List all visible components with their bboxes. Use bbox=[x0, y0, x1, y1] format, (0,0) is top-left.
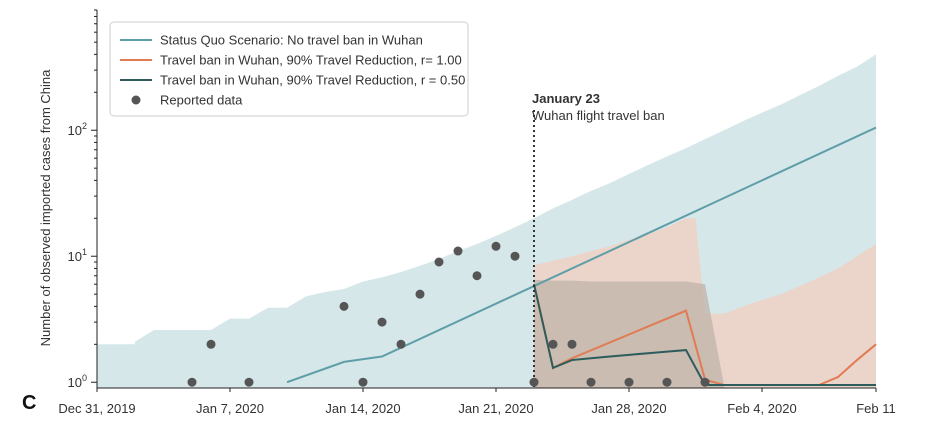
legend-label: Reported data bbox=[160, 93, 243, 108]
data-point bbox=[548, 339, 558, 349]
line-series-0 bbox=[286, 126, 877, 384]
annotation-subtitle: Wuhan flight travel ban bbox=[532, 108, 665, 123]
data-point bbox=[377, 317, 387, 327]
annotation-title: January 23 bbox=[532, 91, 600, 106]
legend-marker bbox=[131, 95, 141, 105]
data-point bbox=[472, 271, 482, 281]
data-point bbox=[415, 289, 425, 299]
data-point bbox=[187, 377, 197, 387]
x-tick-label: Feb 4, 2020 bbox=[727, 401, 796, 416]
data-point bbox=[244, 377, 254, 387]
y-axis-label: Number of observed imported cases from C… bbox=[38, 69, 53, 347]
legend-box bbox=[109, 21, 469, 117]
x-tick-label: Jan 21, 2020 bbox=[458, 401, 533, 416]
legend: Status Quo Scenario: No travel ban in Wu… bbox=[109, 21, 469, 117]
legend-label: Travel ban in Wuhan, 90% Travel Reductio… bbox=[160, 73, 465, 88]
y-axis-label-wrap: Number of observed imported cases from C… bbox=[38, 69, 53, 347]
x-tick-label: Jan 28, 2020 bbox=[591, 401, 666, 416]
data-point bbox=[339, 301, 349, 311]
y-tick-label: 102 bbox=[68, 121, 87, 138]
data-point bbox=[700, 377, 710, 387]
data-point bbox=[624, 377, 634, 387]
panel-letter: C bbox=[22, 392, 37, 414]
x-tick-label: Jan 14, 2020 bbox=[325, 401, 400, 416]
data-point bbox=[567, 339, 577, 349]
x-tick-label: Dec 31, 2019 bbox=[58, 401, 135, 416]
data-point bbox=[396, 339, 406, 349]
data-point bbox=[586, 377, 596, 387]
data-point bbox=[453, 246, 463, 256]
data-point bbox=[206, 339, 216, 349]
legend-label: Status Quo Scenario: No travel ban in Wu… bbox=[160, 33, 423, 48]
legend-label: Travel ban in Wuhan, 90% Travel Reductio… bbox=[160, 53, 462, 68]
data-point bbox=[510, 251, 520, 261]
x-tick-label: Jan 7, 2020 bbox=[196, 401, 264, 416]
data-point bbox=[529, 377, 539, 387]
x-tick-label: Feb 11 bbox=[856, 401, 896, 416]
y-tick-label: 100 bbox=[68, 373, 87, 390]
data-point bbox=[662, 377, 672, 387]
data-point bbox=[491, 241, 501, 251]
axes: 100 101 102 Dec 31, 2019 Jan 7, 2020 Jan 14, … bbox=[58, 9, 896, 416]
reported-data-points bbox=[187, 241, 710, 387]
data-point bbox=[434, 257, 444, 267]
y-tick-label: 101 bbox=[68, 247, 87, 264]
data-point bbox=[358, 377, 368, 387]
travel-ban-annotation: January 23 Wuhan flight travel ban bbox=[532, 91, 665, 388]
